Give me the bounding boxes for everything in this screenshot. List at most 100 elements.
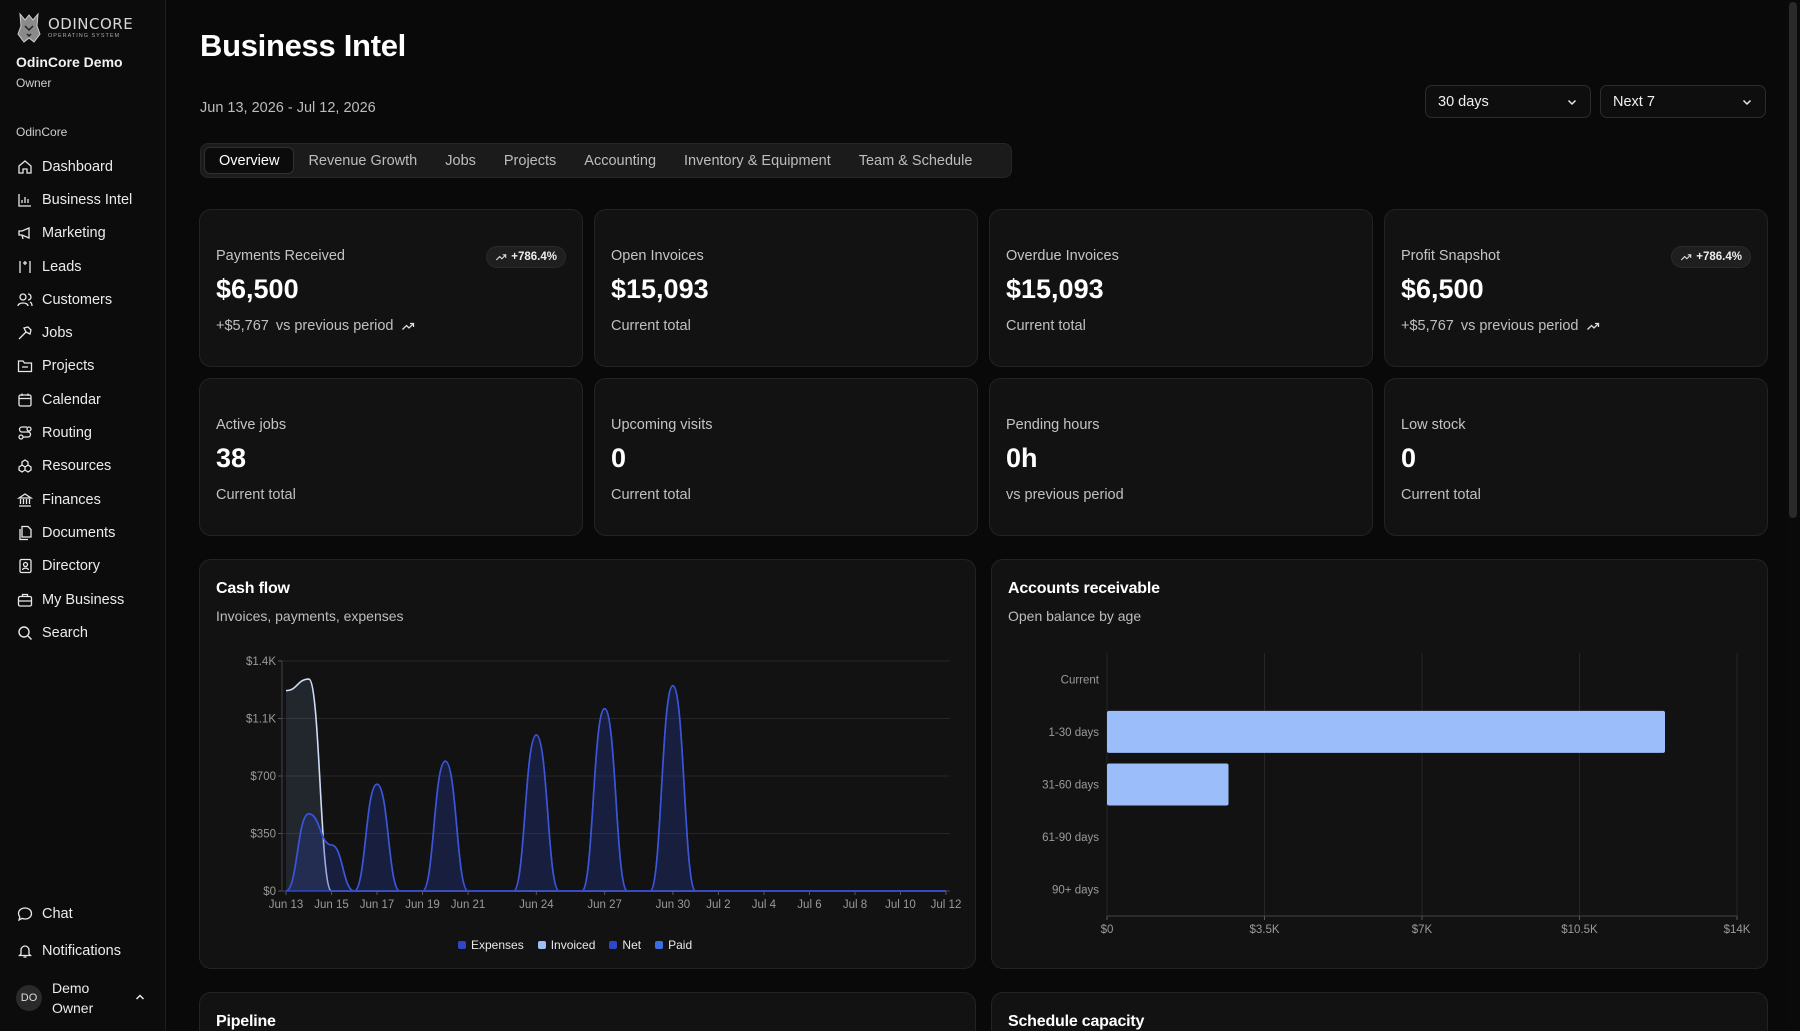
brand-logo[interactable]: ODINCORE OPERATING SYSTEM bbox=[16, 12, 133, 44]
sidebar-item-dashboard[interactable]: Dashboard bbox=[0, 150, 166, 183]
tab-inventory-equipment[interactable]: Inventory & Equipment bbox=[684, 152, 831, 169]
x-tick-label: Jun 21 bbox=[451, 899, 486, 911]
kpi-card-profit-snapshot[interactable]: Profit Snapshot $6,500 +786.4% +$5,767 vs pr… bbox=[1384, 209, 1768, 367]
y-tick-label: $0 bbox=[263, 886, 276, 898]
megaphone-icon bbox=[18, 227, 30, 240]
x-tick-label: Jun 17 bbox=[360, 899, 395, 911]
x-tick-label: Jun 30 bbox=[656, 899, 691, 911]
tab-revenue-growth[interactable]: Revenue Growth bbox=[308, 152, 418, 169]
x-tick-label: Jun 15 bbox=[314, 899, 349, 911]
sidebar-item-projects[interactable]: Projects bbox=[0, 350, 166, 383]
kpi-sub: Current total bbox=[216, 487, 296, 503]
documents-icon bbox=[19, 525, 32, 541]
legend-net[interactable]: Net bbox=[609, 938, 641, 952]
legend-swatch bbox=[537, 941, 546, 949]
contact-book-icon bbox=[19, 559, 32, 574]
forecast-select[interactable]: Next 7 bbox=[1600, 85, 1766, 118]
legend-swatch bbox=[609, 941, 618, 949]
forecast-select-value: Next 7 bbox=[1613, 93, 1655, 110]
legend-expenses[interactable]: Expenses bbox=[458, 938, 524, 952]
tab-projects[interactable]: Projects bbox=[503, 152, 557, 169]
sidebar-item-label: Marketing bbox=[42, 225, 106, 242]
kpi-label: Pending hours bbox=[1006, 417, 1100, 433]
kpi-value: $6,500 bbox=[216, 274, 299, 304]
sidebar-item-documents[interactable]: Documents bbox=[0, 516, 166, 549]
scrollbar[interactable] bbox=[1786, 0, 1800, 1031]
cashflow-title: Cash flow bbox=[216, 580, 290, 597]
kpi-sub-label: vs previous period bbox=[1460, 318, 1579, 334]
y-tick-label: $700 bbox=[250, 771, 276, 783]
bar-1-30-days bbox=[1107, 710, 1665, 753]
scrollbar-thumb[interactable] bbox=[1789, 2, 1797, 518]
legend-label: Invoiced bbox=[550, 938, 596, 952]
kpi-card-open-invoices[interactable]: Open Invoices $15,093 Current total bbox=[594, 209, 978, 367]
sidebar-item-label: Calendar bbox=[42, 391, 101, 408]
kpi-card-low-stock[interactable]: Low stock 0 Current total bbox=[1384, 378, 1768, 536]
sidebar-item-notifications[interactable]: Notifications bbox=[0, 934, 166, 967]
sidebar-item-marketing[interactable]: Marketing bbox=[0, 217, 166, 250]
sidebar-item-routing[interactable]: Routing bbox=[0, 416, 166, 449]
kpi-sub-label: vs previous period bbox=[1006, 487, 1124, 503]
legend-swatch bbox=[655, 941, 664, 949]
sidebar-item-my-business[interactable]: My Business bbox=[0, 583, 166, 616]
sidebar-item-calendar[interactable]: Calendar bbox=[0, 383, 166, 416]
trend-badge: +786.4% bbox=[486, 246, 566, 268]
nav-section-label: OdinCore bbox=[16, 125, 68, 139]
series-area-paid bbox=[286, 685, 946, 891]
tab-accounting[interactable]: Accounting bbox=[584, 152, 657, 169]
legend-swatch bbox=[458, 941, 466, 949]
x-tick-label: Jul 10 bbox=[885, 899, 916, 911]
receivable-chart: $0 $3.5K $7K $10.5K $14K Current 1-30 days 31-6… bbox=[1042, 653, 1751, 936]
sidebar-item-search[interactable]: Search bbox=[0, 616, 166, 649]
calendar-icon bbox=[18, 393, 32, 407]
x-tick-label: $3.5K bbox=[1249, 924, 1279, 936]
boxes-icon bbox=[18, 459, 32, 474]
y-tick-label: 1-30 days bbox=[1048, 727, 1099, 739]
kpi-sub-label: Current total bbox=[1401, 487, 1481, 503]
period-select[interactable]: 30 days bbox=[1425, 85, 1591, 118]
tab-jobs[interactable]: Jobs bbox=[445, 152, 476, 169]
sidebar-item-label: Leads bbox=[42, 258, 82, 275]
period-select-value: 30 days bbox=[1438, 93, 1489, 110]
sidebar-item-label: Dashboard bbox=[42, 158, 113, 175]
sidebar-item-label: Business Intel bbox=[42, 191, 133, 208]
sidebar-item-resources[interactable]: Resources bbox=[0, 450, 166, 483]
y-tick-label: $1.1K bbox=[246, 714, 276, 726]
kpi-label: Open Invoices bbox=[611, 248, 704, 264]
kpi-value: $15,093 bbox=[611, 274, 709, 304]
tab-overview[interactable]: Overview bbox=[204, 147, 295, 174]
briefcase-icon bbox=[17, 593, 33, 607]
user-menu[interactable]: DO Demo Owner bbox=[16, 978, 93, 1018]
sidebar-item-chat[interactable]: Chat bbox=[0, 897, 166, 930]
bank-icon bbox=[17, 492, 33, 507]
trend-up-icon bbox=[401, 319, 415, 333]
legend-label: Expenses bbox=[471, 938, 524, 952]
kpi-value: $6,500 bbox=[1401, 274, 1484, 304]
y-tick-label: 61-90 days bbox=[1042, 832, 1099, 844]
receivable-title: Accounts receivable bbox=[1008, 580, 1160, 597]
kpi-sub-label: Current total bbox=[1006, 318, 1086, 334]
sidebar-item-jobs[interactable]: Jobs bbox=[0, 316, 166, 349]
sidebar-item-directory[interactable]: Directory bbox=[0, 550, 166, 583]
cashflow-legend: Expenses Invoiced Net Paid bbox=[458, 938, 692, 952]
tab-team-schedule[interactable]: Team & Schedule bbox=[858, 152, 973, 169]
odin-logo-icon bbox=[17, 12, 41, 43]
series-area-net bbox=[286, 685, 946, 891]
kpi-delta: +$5,767 bbox=[1401, 318, 1454, 334]
legend-invoiced[interactable]: Invoiced bbox=[537, 938, 596, 952]
kpi-card-payments-received[interactable]: Payments Received $6,500 +786.4% +$5,767 vs … bbox=[199, 209, 583, 367]
receivable-subtitle: Open balance by age bbox=[1008, 608, 1142, 624]
kpi-card-active-jobs[interactable]: Active jobs 38 Current total bbox=[199, 378, 583, 536]
kpi-card-upcoming-visits[interactable]: Upcoming visits 0 Current total bbox=[594, 378, 978, 536]
sidebar-item-label: Resources bbox=[42, 458, 112, 475]
kpi-value: 0 bbox=[611, 443, 627, 473]
sidebar-item-customers[interactable]: Customers bbox=[0, 283, 166, 316]
sidebar-item-finances[interactable]: Finances bbox=[0, 483, 166, 516]
kpi-card-pending-hours[interactable]: Pending hours 0h vs previous period bbox=[989, 378, 1373, 536]
sidebar-item-leads[interactable]: Leads bbox=[0, 250, 166, 283]
sidebar-item-business-intel[interactable]: Business Intel bbox=[0, 183, 166, 216]
chevron-up-icon[interactable] bbox=[134, 991, 146, 1003]
kpi-card-overdue-invoices[interactable]: Overdue Invoices $15,093 Current total bbox=[989, 209, 1373, 367]
legend-paid[interactable]: Paid bbox=[655, 938, 692, 952]
chevron-down-icon bbox=[1742, 99, 1752, 105]
